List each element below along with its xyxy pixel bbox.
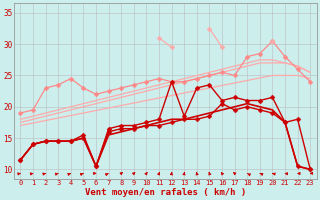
X-axis label: Vent moyen/en rafales ( km/h ): Vent moyen/en rafales ( km/h ) xyxy=(85,188,246,197)
